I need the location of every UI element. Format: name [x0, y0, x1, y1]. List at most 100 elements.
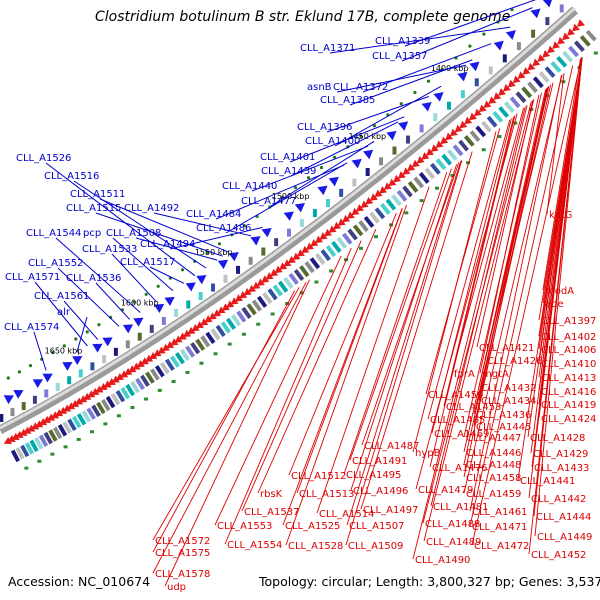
reverse-gene-label: CLL_A1487	[364, 441, 419, 452]
forward-cds-arrow	[398, 121, 409, 131]
reverse-cds-arrow	[416, 155, 425, 164]
reverse-cds-arrow	[75, 397, 84, 405]
reverse-gene-leader-line	[241, 240, 362, 512]
forward-cds-arrow	[164, 296, 175, 307]
reverse-cds-arrow	[35, 420, 44, 428]
feature-category-block	[369, 211, 380, 224]
feature-category-block	[262, 292, 273, 305]
rna-feature-mark	[50, 452, 55, 456]
reverse-gene-leader-line	[345, 159, 463, 546]
rna-feature-mark	[419, 199, 424, 203]
reverse-cds-arrow	[407, 163, 416, 172]
reverse-gene-label: CLL_A1528	[288, 541, 343, 552]
reverse-gene-label: CLL_A1410	[541, 359, 596, 370]
forward-gene-label: CLL_A1440	[222, 181, 277, 192]
reverse-gene-label: CLL_A1432	[481, 383, 536, 394]
feature-category-block	[241, 306, 252, 319]
reverse-cds-arrow	[397, 171, 406, 179]
reverse-gene-leader-line	[224, 248, 352, 545]
reverse-cds-arrow	[473, 108, 482, 117]
feature-category-block	[251, 299, 262, 312]
forward-cds-arrow	[32, 379, 43, 389]
feature-category-block	[175, 352, 185, 365]
reverse-gene-leader-line	[517, 57, 583, 481]
forward-gene-leader-line	[57, 267, 120, 327]
rna-feature-mark	[24, 466, 29, 470]
rna-feature-mark	[90, 430, 95, 434]
reverse-cds-arrow	[547, 45, 556, 54]
backbone-shadow	[0, 6, 578, 434]
reverse-gene-leader-line	[542, 58, 581, 291]
reverse-gene-leader-line	[164, 279, 310, 587]
reverse-gene-leader-line	[534, 57, 583, 537]
rna-feature-mark	[593, 51, 598, 55]
reverse-cds-arrow	[136, 359, 145, 368]
backbone-highlight	[0, 6, 576, 430]
reverse-gene-leader-line	[451, 107, 525, 374]
reverse-gene-label: CLL_A1397	[541, 316, 596, 327]
rna-feature-mark	[404, 211, 409, 215]
reverse-cds-arrow	[270, 268, 279, 277]
reverse-cds-arrow	[71, 399, 80, 407]
forward-gene-leader-line	[251, 145, 369, 192]
gc-skew-dot	[319, 166, 324, 170]
rna-feature-mark	[497, 135, 502, 139]
feature-category-block	[391, 194, 402, 207]
reverse-cds-arrow	[301, 245, 310, 254]
forward-feature-block	[32, 395, 37, 404]
reverse-gene-label: CLL_A1488	[425, 519, 480, 530]
scale-label: 1650 kbp	[45, 346, 83, 355]
reverse-cds-arrow	[191, 324, 200, 332]
reverse-gene-label: CLL_A1452	[531, 550, 586, 561]
forward-cds-arrow	[102, 337, 113, 347]
reverse-cds-arrow	[324, 228, 333, 237]
rna-feature-mark	[450, 174, 455, 178]
forward-gene-leader-line	[63, 300, 99, 340]
reverse-cds-arrow	[512, 75, 521, 84]
reverse-cds-arrow	[120, 370, 129, 378]
feature-category-block	[550, 61, 562, 73]
forward-gene-leader-line	[34, 281, 88, 347]
rna-feature-mark	[213, 352, 218, 356]
feature-category-block	[57, 424, 68, 437]
reverse-cds-arrow	[577, 19, 585, 27]
reverse-cds-arrow	[226, 300, 235, 308]
forward-feature-block	[198, 292, 203, 301]
forward-feature-block	[379, 157, 384, 166]
feature-category-block	[20, 444, 30, 458]
forward-gene-label: alr	[57, 307, 71, 318]
feature-category-block	[309, 257, 321, 270]
reverse-cds-arrow	[128, 365, 137, 373]
forward-gene-label: pcp	[83, 228, 101, 239]
feature-category-block	[267, 288, 278, 301]
reverse-cds-arrow	[435, 140, 444, 149]
feature-category-block	[475, 125, 487, 138]
forward-cds-arrow	[433, 92, 444, 102]
forward-cds-arrow	[457, 71, 468, 82]
reverse-cds-arrow	[478, 104, 487, 113]
reverse-cds-arrow	[449, 128, 458, 137]
forward-cds-arrow	[250, 236, 261, 246]
forward-feature-block	[460, 90, 465, 99]
forward-cds-arrow	[196, 275, 207, 285]
reverse-cds-arrow	[178, 332, 187, 340]
reverse-gene-label: CLL_A1512	[291, 471, 346, 482]
rna-feature-mark	[103, 422, 108, 426]
forward-cds-arrow	[122, 324, 134, 334]
feature-category-block	[573, 40, 585, 53]
reverse-gene-label: CLL_A1513	[299, 489, 354, 500]
reverse-gene-leader-line	[527, 57, 583, 438]
reverse-cds-arrow	[315, 235, 324, 244]
forward-gene-label: CLL_A1561	[34, 291, 89, 302]
reverse-gene-label: CLL_A1449	[537, 532, 592, 543]
rna-feature-mark	[157, 388, 162, 392]
reverse-cds-arrow	[454, 124, 463, 133]
gc-skew-dot	[205, 251, 209, 255]
reverse-cds-arrow	[91, 387, 100, 395]
feature-category-block	[100, 398, 111, 412]
reverse-cds-arrow	[572, 23, 580, 32]
reverse-gene-leader-line	[152, 281, 307, 574]
reverse-gene-label: CLL_A1429	[533, 449, 588, 460]
reverse-gene-label: CLL_A1446	[466, 448, 521, 459]
reverse-gene-label: CLL_A1416	[541, 387, 596, 398]
